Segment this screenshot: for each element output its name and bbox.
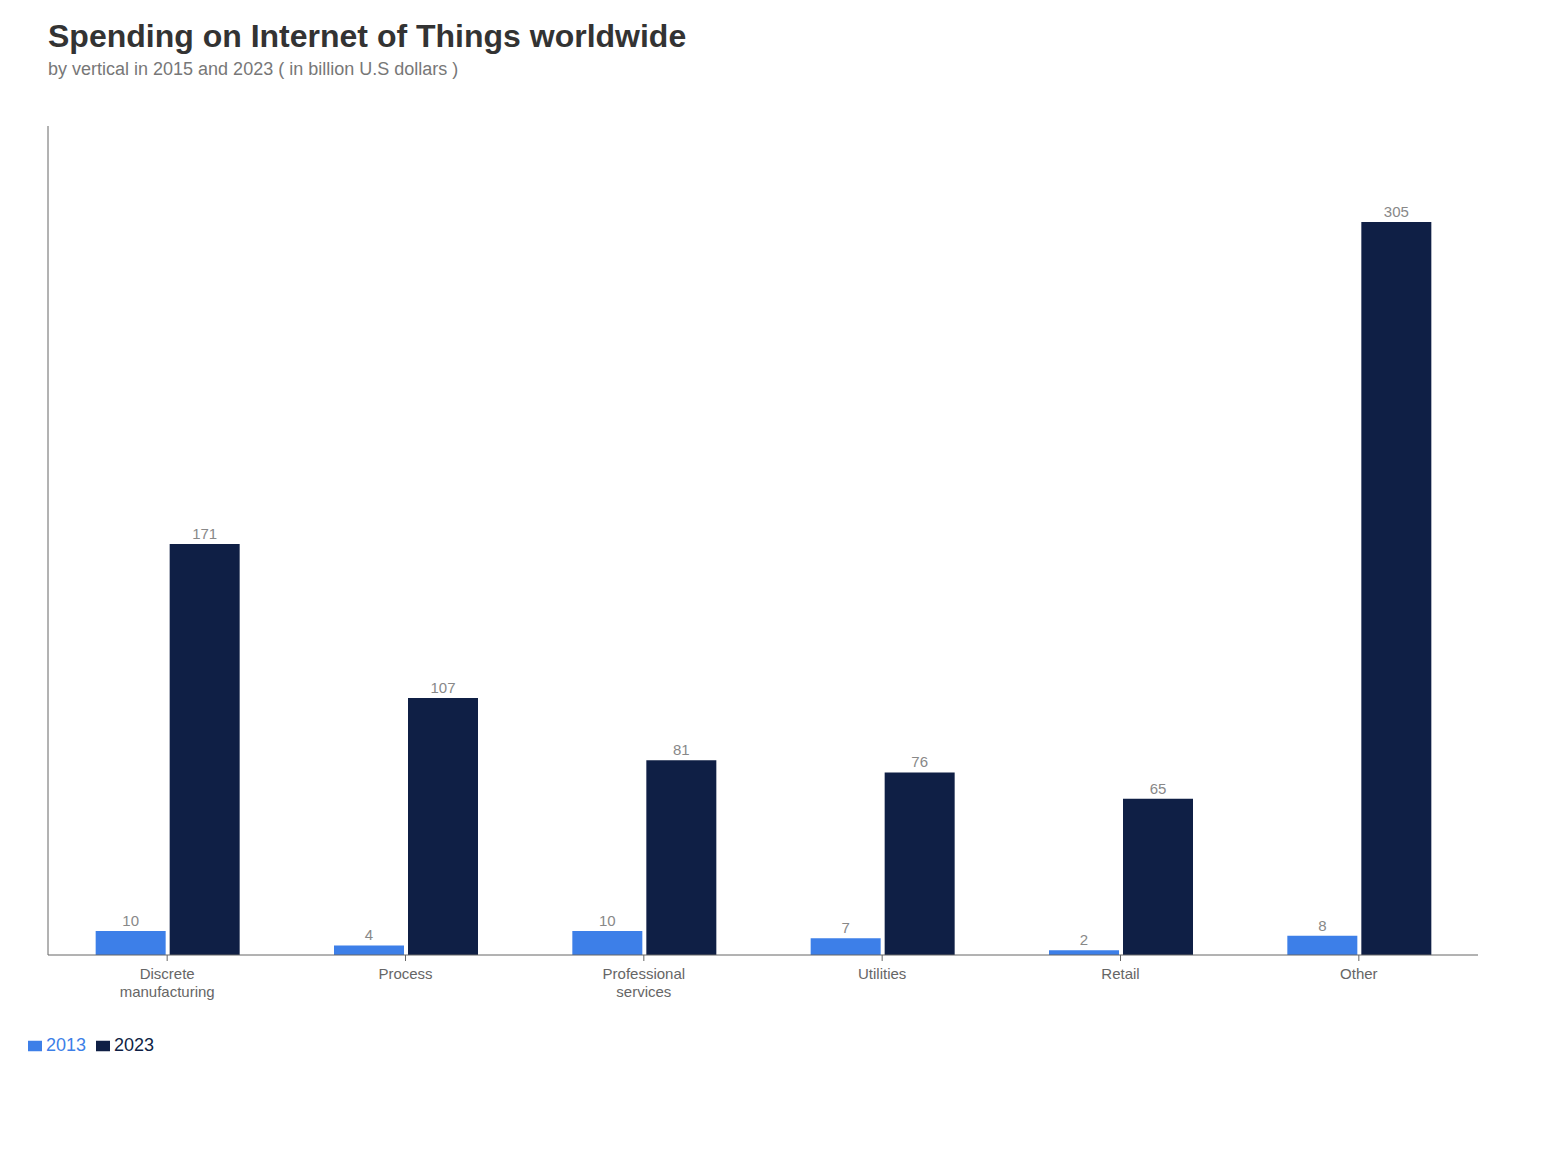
- svg-text:2: 2: [1080, 931, 1088, 948]
- svg-text:7: 7: [841, 919, 849, 936]
- svg-text:107: 107: [430, 679, 455, 696]
- svg-text:Retail: Retail: [1101, 965, 1139, 982]
- svg-text:10: 10: [599, 912, 616, 929]
- svg-text:305: 305: [1384, 203, 1409, 220]
- svg-text:76: 76: [911, 753, 928, 770]
- html-text:2023: 2023: [114, 1035, 155, 1055]
- svg-text:65: 65: [1150, 780, 1167, 797]
- svg-text:8: 8: [1318, 917, 1326, 934]
- svg-text:10: 10: [122, 912, 139, 929]
- svg-text:Professionalservices: Professionalservices: [603, 965, 686, 1000]
- html-text:2013: 2013: [46, 1035, 86, 1055]
- svg-text:Process: Process: [378, 965, 432, 982]
- html-text:by vertical in 2015 and 2023 (: by vertical in 2015 and 2023 ( in billio…: [48, 59, 459, 79]
- svg-text:Other: Other: [1340, 965, 1378, 982]
- svg-text:171: 171: [192, 525, 217, 542]
- svg-text:4: 4: [365, 926, 373, 943]
- svg-text:81: 81: [673, 741, 690, 758]
- html-text:Spending on Internet of Things: Spending on Internet of Things worldwide: [48, 18, 687, 54]
- svg-text:Utilities: Utilities: [858, 965, 906, 982]
- svg-text:Discretemanufacturing: Discretemanufacturing: [120, 965, 215, 1000]
